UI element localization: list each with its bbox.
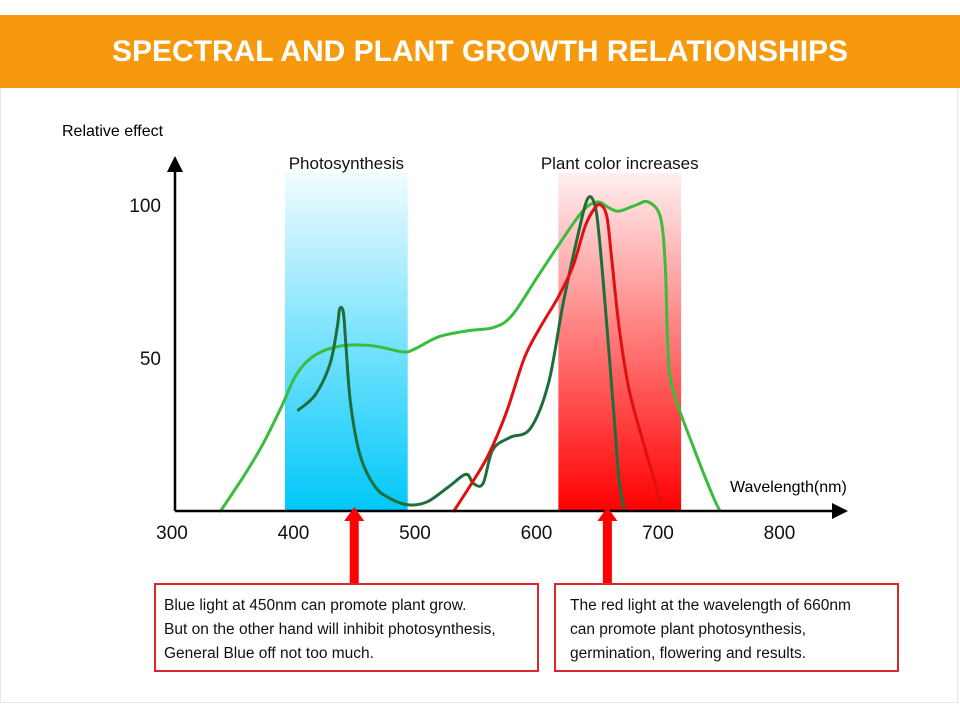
y-axis-label: Relative effect [62,123,164,140]
x-tick-label: 800 [764,523,796,544]
x-tick-label: 700 [642,523,674,544]
arrow-shaft [349,519,359,584]
x-tick-label: 400 [278,523,310,544]
y-axis-arrow-icon [167,156,183,172]
note-line: The red light at the wavelength of 660nm [570,597,851,614]
x-tick-label: 600 [521,523,553,544]
page-frame [0,15,958,703]
arrow-head [597,507,618,521]
light-green-curve [219,199,722,513]
blue-arrow-icon [344,507,365,584]
x-axis-arrow-icon [832,503,848,519]
chart-title: SPECTRAL AND PLANT GROWTH RELATIONSHIPS [111,34,849,68]
arrow-shaft [602,519,612,584]
y-tick-label: 50 [140,349,161,370]
red-curve [452,202,662,513]
red-arrow-icon [597,507,618,584]
x-tick-label: 300 [156,523,188,544]
arrow-head [344,507,365,521]
y-tick-label: 100 [129,196,161,217]
note-line: General Blue off not too much. [164,645,374,662]
x-tick-label: 500 [399,523,431,544]
note-line: germination, flowering and results. [570,645,807,662]
x-axis-label: Wavelength(nm) [730,479,847,496]
title-banner: SPECTRAL AND PLANT GROWTH RELATIONSHIPS [0,15,960,88]
plant-color-label: Plant color increases [541,154,699,173]
note-line: Blue light at 450nm can promote plant gr… [164,597,467,614]
red-light-note: The red light at the wavelength of 660nm… [554,583,899,672]
note-line: can promote plant photosynthesis, [570,621,807,638]
photosynthesis-label: Photosynthesis [289,154,404,173]
blue-light-note: Blue light at 450nm can promote plant gr… [154,583,539,672]
note-line: But on the other hand will inhibit photo… [164,621,496,638]
